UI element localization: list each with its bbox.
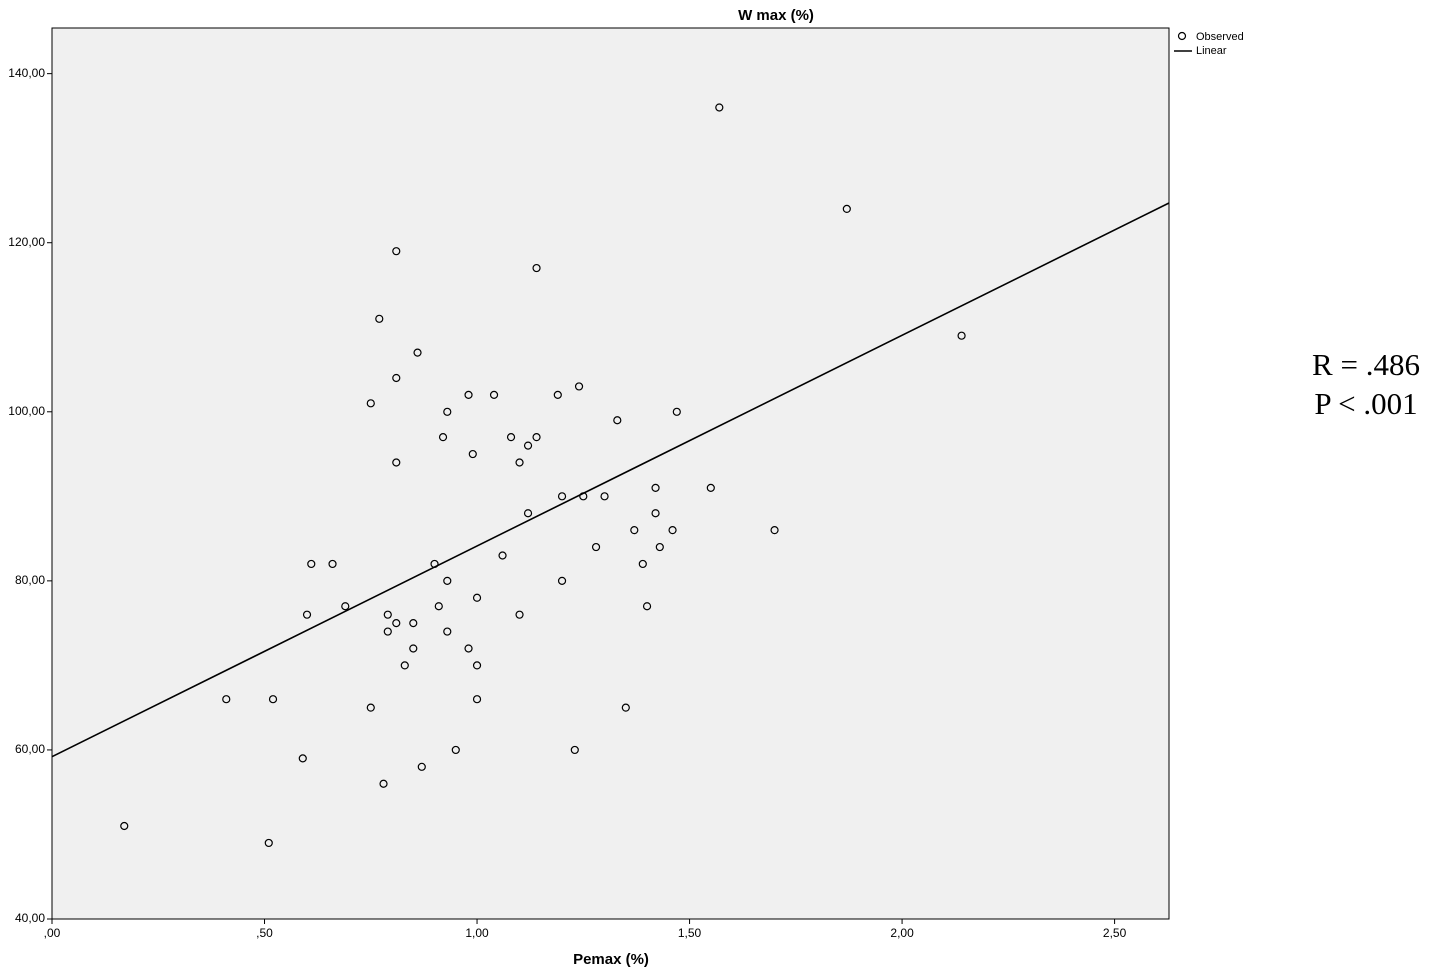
data-point bbox=[621, 703, 630, 712]
data-point bbox=[557, 576, 567, 585]
data-point bbox=[392, 247, 401, 256]
data-point bbox=[706, 483, 715, 492]
data-point bbox=[417, 762, 426, 771]
data-point bbox=[523, 509, 533, 518]
data-point bbox=[642, 602, 652, 611]
data-point bbox=[570, 745, 579, 755]
data-point bbox=[443, 407, 452, 416]
data-point bbox=[715, 103, 724, 112]
data-point bbox=[557, 492, 567, 501]
data-point bbox=[464, 390, 473, 399]
chart-title: W max (%) bbox=[738, 7, 814, 24]
data-point bbox=[468, 449, 477, 459]
x-tick-label: 1,50 bbox=[678, 926, 702, 940]
data-point bbox=[672, 407, 681, 416]
data-point bbox=[302, 610, 312, 619]
x-tick-label: 1,00 bbox=[465, 926, 489, 940]
data-point bbox=[443, 576, 452, 585]
data-point bbox=[651, 483, 660, 492]
x-tick-label: 2,00 bbox=[890, 926, 914, 940]
data-point bbox=[770, 526, 779, 535]
y-tick-label: 40,00 bbox=[15, 911, 45, 925]
data-point bbox=[392, 619, 401, 628]
data-point bbox=[651, 509, 660, 518]
data-point bbox=[392, 373, 401, 383]
data-point bbox=[328, 559, 337, 569]
data-point bbox=[366, 703, 375, 712]
data-point bbox=[638, 559, 647, 569]
data-point bbox=[413, 348, 422, 357]
data-point bbox=[532, 263, 541, 273]
data-point bbox=[532, 433, 541, 442]
legend-label: Observed bbox=[1196, 31, 1244, 43]
annotation: R = .486 bbox=[1312, 347, 1420, 382]
legend-marker bbox=[1177, 31, 1187, 41]
data-point bbox=[268, 695, 278, 704]
data-point bbox=[613, 416, 622, 425]
data-point bbox=[591, 542, 601, 552]
data-point bbox=[434, 602, 443, 611]
data-point bbox=[472, 695, 482, 704]
data-point bbox=[375, 314, 384, 323]
y-tick-label: 140,00 bbox=[8, 66, 45, 80]
x-tick-label: 2,50 bbox=[1103, 926, 1127, 940]
plot-area bbox=[51, 27, 1170, 920]
data-point bbox=[222, 695, 231, 704]
data-point bbox=[523, 441, 533, 450]
data-point bbox=[498, 551, 507, 560]
fit-line bbox=[51, 202, 1170, 758]
data-point bbox=[298, 754, 307, 763]
data-point bbox=[400, 661, 409, 670]
data-point bbox=[443, 627, 452, 636]
data-point bbox=[489, 390, 499, 399]
data-point bbox=[574, 382, 584, 391]
data-point bbox=[506, 433, 516, 442]
data-point bbox=[366, 399, 375, 408]
data-point bbox=[341, 602, 350, 611]
data-point bbox=[120, 821, 129, 831]
y-tick-label: 100,00 bbox=[8, 404, 45, 418]
data-point bbox=[630, 526, 639, 535]
legend-label: Linear bbox=[1196, 45, 1227, 57]
data-point bbox=[451, 745, 460, 755]
y-tick-label: 80,00 bbox=[15, 573, 45, 587]
x-tick-label: ,50 bbox=[256, 926, 273, 940]
data-point bbox=[383, 610, 392, 619]
data-point bbox=[438, 433, 448, 442]
data-point bbox=[409, 619, 418, 628]
data-point bbox=[600, 492, 609, 501]
data-point bbox=[409, 644, 418, 653]
annotation: P < .001 bbox=[1314, 386, 1417, 421]
data-point bbox=[264, 838, 273, 848]
data-point bbox=[515, 458, 524, 467]
data-point bbox=[379, 779, 388, 788]
x-tick-label: ,00 bbox=[44, 926, 61, 940]
data-point bbox=[553, 390, 562, 399]
x-axis-label: Pemax (%) bbox=[573, 951, 649, 968]
data-point bbox=[383, 627, 392, 636]
data-point bbox=[472, 593, 482, 602]
data-point bbox=[472, 661, 482, 670]
data-point bbox=[957, 331, 966, 340]
data-point bbox=[392, 458, 401, 467]
data-point bbox=[668, 526, 677, 535]
data-point bbox=[842, 204, 851, 214]
data-point bbox=[307, 559, 316, 569]
y-tick-label: 60,00 bbox=[15, 742, 45, 756]
data-point bbox=[464, 644, 473, 653]
data-point bbox=[655, 542, 664, 552]
data-point bbox=[515, 610, 524, 619]
y-tick-label: 120,00 bbox=[8, 235, 45, 249]
